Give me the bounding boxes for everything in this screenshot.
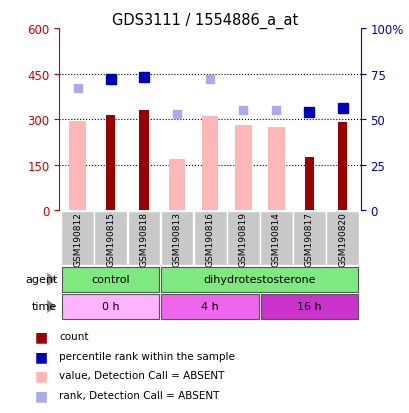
Bar	[94, 211, 127, 266]
Text: ■: ■	[35, 388, 48, 402]
Text: dihydrotestosterone: dihydrotestosterone	[203, 275, 315, 285]
Bar	[106, 115, 115, 211]
Bar	[62, 268, 159, 292]
Text: GDS3111 / 1554886_a_at: GDS3111 / 1554886_a_at	[112, 13, 297, 29]
Bar	[234, 126, 251, 211]
Bar	[326, 211, 358, 266]
Text: GSM190818: GSM190818	[139, 211, 148, 266]
Bar	[267, 127, 284, 211]
Text: GSM190812: GSM190812	[73, 211, 82, 266]
Text: agent: agent	[25, 275, 57, 285]
Bar	[69, 121, 86, 211]
Bar	[169, 160, 185, 211]
Bar	[62, 294, 159, 319]
Bar	[304, 158, 313, 211]
Text: count: count	[59, 332, 89, 342]
Bar	[201, 117, 218, 211]
Text: 16 h: 16 h	[297, 301, 321, 312]
Text: time: time	[32, 301, 57, 312]
Text: GSM190819: GSM190819	[238, 211, 247, 266]
Text: GSM190813: GSM190813	[172, 211, 181, 266]
Text: GSM190816: GSM190816	[205, 211, 214, 266]
Polygon shape	[47, 300, 56, 313]
Text: 4 h: 4 h	[201, 301, 218, 312]
Bar	[161, 294, 258, 319]
Bar	[139, 111, 148, 211]
Text: value, Detection Call = ABSENT: value, Detection Call = ABSENT	[59, 370, 224, 380]
Text: ■: ■	[35, 368, 48, 382]
Bar	[160, 211, 193, 266]
Text: percentile rank within the sample: percentile rank within the sample	[59, 351, 235, 361]
Bar	[161, 268, 357, 292]
Polygon shape	[47, 273, 56, 287]
Text: ■: ■	[35, 330, 48, 344]
Text: GSM190817: GSM190817	[304, 211, 313, 266]
Text: rank, Detection Call = ABSENT: rank, Detection Call = ABSENT	[59, 390, 219, 400]
Text: GSM190814: GSM190814	[271, 211, 280, 266]
Bar	[259, 211, 292, 266]
Bar	[260, 294, 357, 319]
Bar	[226, 211, 259, 266]
Text: GSM190820: GSM190820	[337, 211, 346, 266]
Text: 0 h: 0 h	[102, 301, 119, 312]
Bar	[61, 211, 94, 266]
Text: GSM190815: GSM190815	[106, 211, 115, 266]
Bar	[127, 211, 160, 266]
Bar	[193, 211, 226, 266]
Bar	[292, 211, 325, 266]
Text: control: control	[91, 275, 130, 285]
Text: ■: ■	[35, 349, 48, 363]
Bar	[337, 123, 346, 211]
